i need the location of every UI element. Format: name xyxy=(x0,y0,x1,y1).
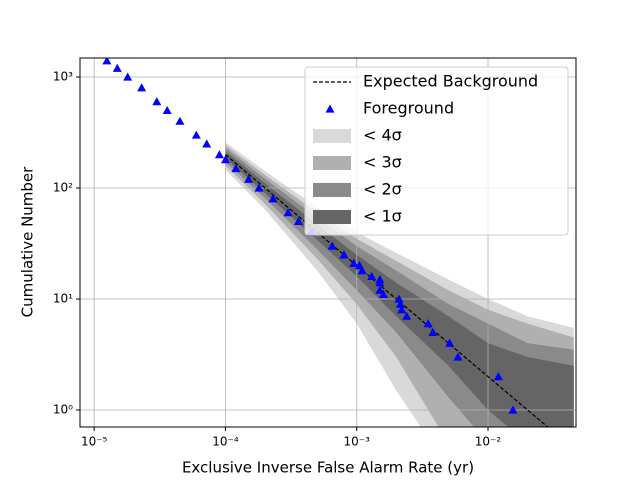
sigma-band xyxy=(225,151,574,427)
x-tick-label: 10⁻³ xyxy=(344,435,371,449)
x-tick-label: 10⁻² xyxy=(475,435,502,449)
foreground-point xyxy=(357,266,367,275)
foreground-point xyxy=(293,216,303,226)
foreground-point xyxy=(254,183,264,192)
foreground-point xyxy=(397,305,407,314)
foreground-point xyxy=(445,338,455,347)
legend-label: < 4σ xyxy=(363,126,402,145)
foreground-point xyxy=(202,139,212,148)
foreground-point xyxy=(339,250,349,259)
foreground-point xyxy=(283,208,293,217)
foreground-point xyxy=(112,63,122,72)
legend-swatch xyxy=(313,129,351,143)
foreground-point xyxy=(152,97,162,106)
legend-marker xyxy=(325,104,335,113)
legend-label: < 2σ xyxy=(363,180,402,199)
foreground-point xyxy=(214,150,224,159)
foreground-point xyxy=(453,352,463,361)
legend-swatch xyxy=(313,183,351,197)
x-tick-label: 10⁻⁵ xyxy=(81,435,108,449)
legend-label: < 1σ xyxy=(363,207,402,226)
x-axis-label: Exclusive Inverse False Alarm Rate (yr) xyxy=(182,459,474,477)
foreground-point xyxy=(379,289,389,299)
foreground-point xyxy=(268,194,278,203)
y-tick-label: 10¹ xyxy=(53,292,73,306)
foreground-point xyxy=(191,130,201,139)
foreground-point xyxy=(327,241,337,250)
foreground-point xyxy=(493,372,503,381)
y-tick-label: 10² xyxy=(53,181,73,195)
foreground-point xyxy=(244,174,254,183)
y-axis-label: Cumulative Number xyxy=(19,166,37,317)
foreground-point xyxy=(508,405,518,414)
foreground-point xyxy=(375,278,385,287)
legend-label: Expected Background xyxy=(363,72,538,91)
y-tick-label: 10⁰ xyxy=(53,403,73,417)
legend-swatch xyxy=(313,210,351,224)
legend-box xyxy=(304,66,569,236)
expected-line xyxy=(225,154,549,427)
foreground-point xyxy=(123,72,133,81)
x-tick-label: 10⁻⁴ xyxy=(212,435,239,449)
foreground-point xyxy=(395,299,405,308)
axes-frame xyxy=(79,57,577,428)
legend-label: Foreground xyxy=(363,99,454,118)
foreground-point xyxy=(394,294,404,303)
legend-swatch xyxy=(313,156,351,170)
y-tick-label: 10³ xyxy=(53,70,73,84)
foreground-point xyxy=(423,319,433,328)
foreground-point xyxy=(402,311,412,320)
foreground-point xyxy=(162,105,172,115)
foreground-point xyxy=(375,285,385,294)
foreground-point xyxy=(137,83,147,92)
foreground-point xyxy=(349,258,359,267)
foreground-point xyxy=(367,271,377,280)
foreground-point xyxy=(175,116,185,125)
legend-label: < 3σ xyxy=(363,153,402,172)
foreground-point xyxy=(428,327,438,337)
foreground-point xyxy=(102,58,112,65)
foreground-point xyxy=(231,163,241,173)
foreground-point xyxy=(220,155,230,164)
